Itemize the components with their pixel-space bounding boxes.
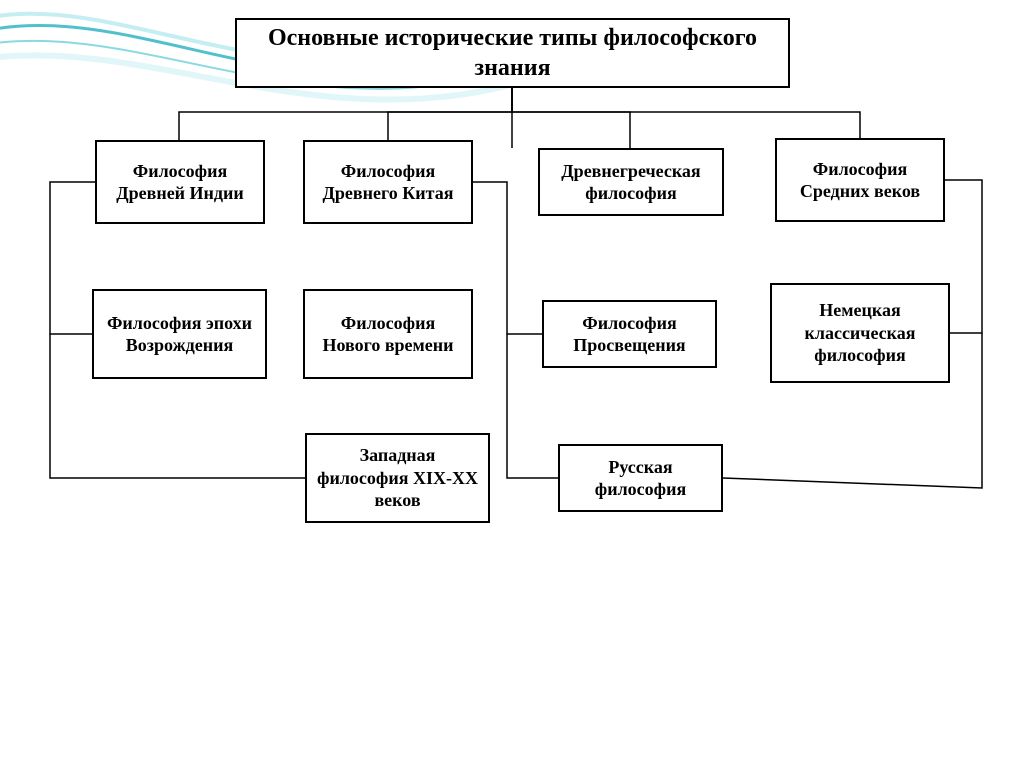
node-label: Философия Просвещения bbox=[554, 312, 705, 357]
node-west1920: Западная философия XIX-XX веков bbox=[305, 433, 490, 523]
diagram-title-text: Основные исторические типы философского … bbox=[247, 23, 778, 83]
node-label: Немецкая классическая философия bbox=[782, 299, 938, 367]
node-india: Философия Древней Индии bbox=[95, 140, 265, 224]
node-label: Философия Средних веков bbox=[787, 158, 933, 203]
node-label: Философия эпохи Возрождения bbox=[104, 312, 255, 357]
node-label: Философия Нового времени bbox=[315, 312, 461, 357]
node-china: Философия Древнего Китая bbox=[303, 140, 473, 224]
node-enlight: Философия Просвещения bbox=[542, 300, 717, 368]
node-german: Немецкая классическая философия bbox=[770, 283, 950, 383]
node-label: Западная философия XIX-XX веков bbox=[317, 444, 478, 512]
diagram-title: Основные исторические типы философского … bbox=[235, 18, 790, 88]
node-russian: Русская философия bbox=[558, 444, 723, 512]
node-label: Древнегреческая философия bbox=[550, 160, 712, 205]
node-medieval: Философия Средних веков bbox=[775, 138, 945, 222]
node-greece: Древнегреческая философия bbox=[538, 148, 724, 216]
connectors-layer bbox=[0, 0, 1024, 767]
node-label: Философия Древней Индии bbox=[107, 160, 253, 205]
node-label: Русская философия bbox=[570, 456, 711, 501]
node-label: Философия Древнего Китая bbox=[315, 160, 461, 205]
node-renaissance: Философия эпохи Возрождения bbox=[92, 289, 267, 379]
node-newtime: Философия Нового времени bbox=[303, 289, 473, 379]
